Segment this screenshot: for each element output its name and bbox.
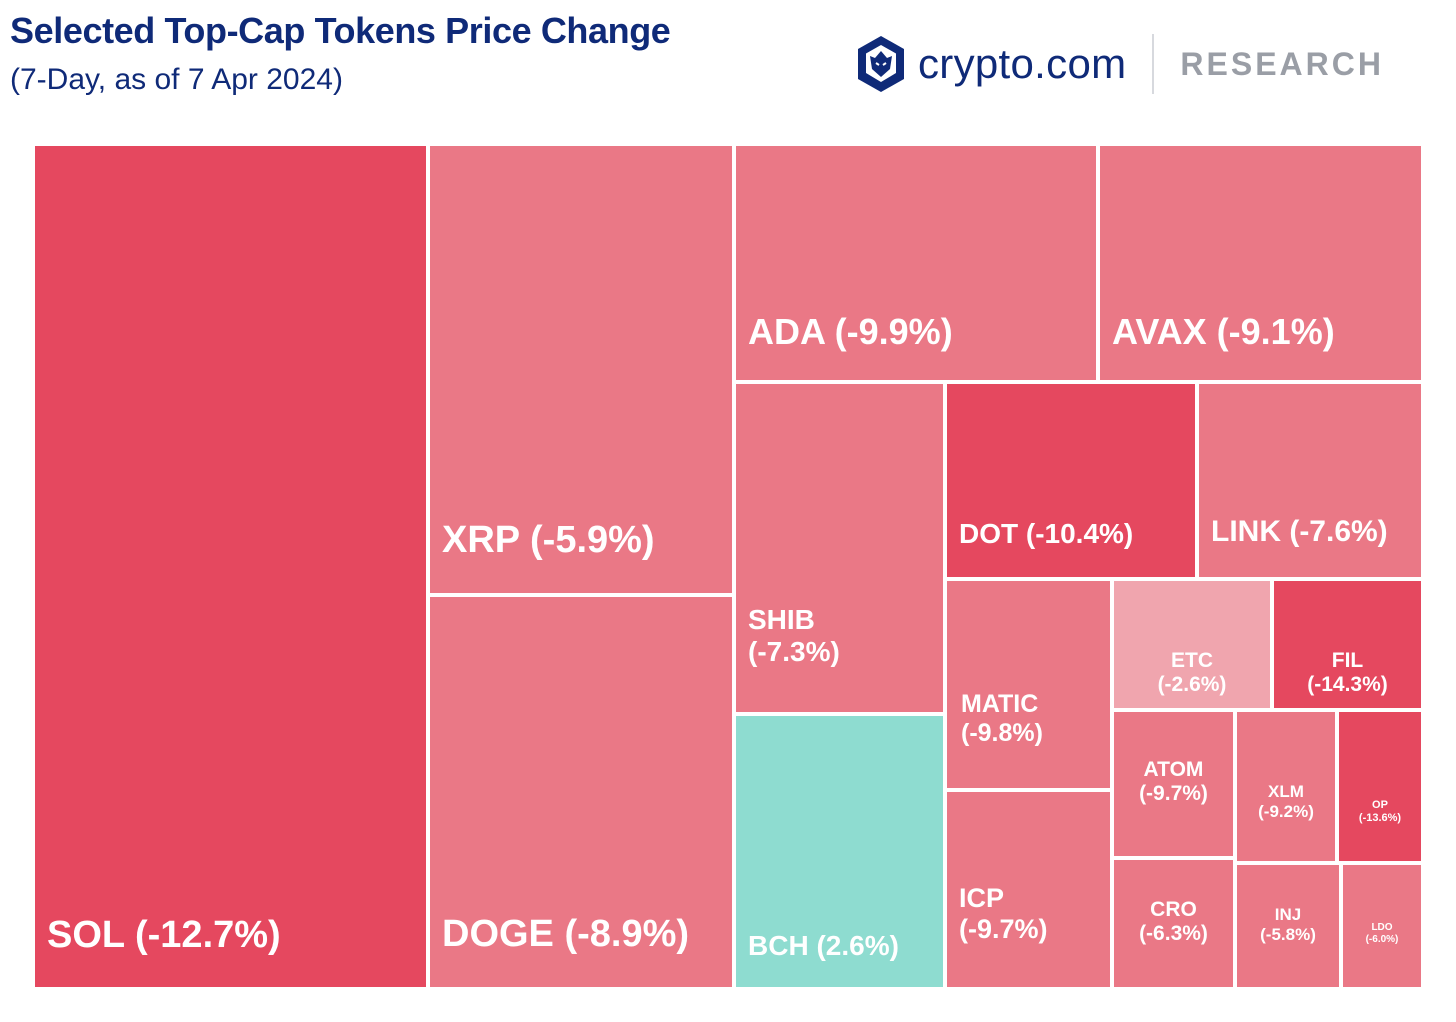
brand-divider (1152, 34, 1155, 94)
token-change-label: (-9.8%) (961, 718, 1043, 747)
treemap-label-dot: DOT (-10.4%) (959, 518, 1133, 550)
treemap-tile-fil: FIL (-14.3%) (1272, 579, 1423, 710)
treemap-label-atom: ATOM (-9.7%) (1114, 758, 1233, 806)
treemap-label-matic: MATIC (-9.8%) (961, 690, 1043, 748)
token-label: DOT (-10.4%) (959, 518, 1134, 549)
treemap-tile-atom: ATOM (-9.7%) (1112, 710, 1235, 858)
token-change-label: (-5.8%) (1260, 924, 1316, 944)
treemap-label-xrp: XRP (-5.9%) (442, 519, 655, 563)
treemap-label-icp: ICP (-9.7%) (959, 883, 1048, 945)
treemap-label-cro: CRO (-6.3%) (1114, 898, 1233, 946)
treemap-tile-inj: INJ (-5.8%) (1235, 863, 1341, 989)
token-change-label: (-2.6%) (1157, 673, 1227, 697)
brand-lockup: crypto.com RESEARCH (856, 34, 1384, 94)
treemap-label-bch: BCH (2.6%) (748, 930, 899, 962)
treemap-label-shib: SHIB (-7.3%) (748, 604, 840, 668)
token-change-label: (-6.3%) (1139, 922, 1208, 946)
treemap-label-sol: SOL (-12.7%) (47, 914, 281, 958)
treemap-label-xlm: XLM (-9.2%) (1237, 782, 1335, 821)
token-label: DOGE (-8.9%) (442, 913, 690, 955)
token-change-label: (-9.2%) (1258, 801, 1314, 821)
token-label: INJ (1274, 905, 1302, 924)
treemap-label-etc: ETC (-2.6%) (1114, 649, 1270, 697)
token-label: SOL (-12.7%) (47, 914, 281, 956)
token-label: FIL (1331, 649, 1364, 672)
token-label: SHIB (748, 604, 815, 635)
treemap-label-ada: ADA (-9.9%) (748, 311, 953, 352)
token-label: MATIC (961, 690, 1039, 718)
treemap-tile-xlm: XLM (-9.2%) (1235, 710, 1337, 863)
token-label: CRO (1150, 898, 1197, 921)
token-label: XRP (-5.9%) (442, 519, 655, 561)
treemap-label-ldo: LDO (-6.0%) (1343, 922, 1421, 945)
treemap-label-fil: FIL (-14.3%) (1274, 649, 1421, 697)
treemap-tile-sol: SOL (-12.7%) (33, 144, 428, 989)
treemap-tile-ada: ADA (-9.9%) (734, 144, 1098, 382)
brand-research-label: RESEARCH (1180, 45, 1384, 82)
treemap-tile-cro: CRO (-6.3%) (1112, 858, 1235, 989)
token-label: AVAX (-9.1%) (1112, 311, 1335, 352)
treemap-tile-matic: MATIC (-9.8%) (945, 579, 1112, 790)
token-label: ATOM (1143, 758, 1204, 781)
treemap-label-link: LINK (-7.6%) (1211, 515, 1388, 550)
token-change-label: (-14.3%) (1307, 673, 1388, 697)
token-label: OP (1372, 799, 1388, 811)
token-change-label: (-6.0%) (1365, 933, 1399, 945)
token-change-label: (-7.3%) (748, 636, 840, 668)
crypto-com-lion-shield-icon (858, 36, 904, 92)
token-label: ICP (959, 883, 1005, 913)
treemap-tile-op: OP (-13.6%) (1337, 710, 1423, 863)
token-label: ADA (-9.9%) (748, 311, 953, 352)
chart-subtitle: (7-Day, as of 7 Apr 2024) (10, 63, 343, 96)
treemap-label-op: OP (-13.6%) (1339, 799, 1421, 824)
treemap-label-inj: INJ (-5.8%) (1237, 905, 1339, 944)
treemap-tile-link: LINK (-7.6%) (1197, 382, 1423, 579)
token-change-label: (-9.7%) (959, 914, 1048, 945)
treemap-tile-bch: BCH (2.6%) (734, 714, 945, 989)
treemap-label-avax: AVAX (-9.1%) (1112, 311, 1335, 352)
brand-name: crypto.com (918, 40, 1127, 87)
treemap-tile-dot: DOT (-10.4%) (945, 382, 1197, 579)
token-change-label: (-13.6%) (1358, 811, 1402, 824)
token-label: BCH (2.6%) (748, 930, 899, 961)
token-label: LDO (1371, 922, 1393, 933)
chart-title: Selected Top-Cap Tokens Price Change (10, 10, 671, 51)
token-change-label: (-9.7%) (1139, 782, 1208, 806)
treemap-tile-shib: SHIB (-7.3%) (734, 382, 945, 714)
token-label: XLM (1268, 782, 1304, 801)
treemap-tile-xrp: XRP (-5.9%) (428, 144, 734, 595)
treemap-tile-etc: ETC (-2.6%) (1112, 579, 1272, 710)
treemap-tile-icp: ICP (-9.7%) (945, 790, 1112, 989)
treemap-tile-ldo: LDO (-6.0%) (1341, 863, 1423, 989)
token-label: ETC (1171, 649, 1213, 672)
token-label: LINK (-7.6%) (1211, 515, 1388, 548)
treemap-tile-avax: AVAX (-9.1%) (1098, 144, 1423, 382)
treemap-label-doge: DOGE (-8.9%) (442, 913, 689, 957)
treemap-tile-doge: DOGE (-8.9%) (428, 595, 734, 989)
